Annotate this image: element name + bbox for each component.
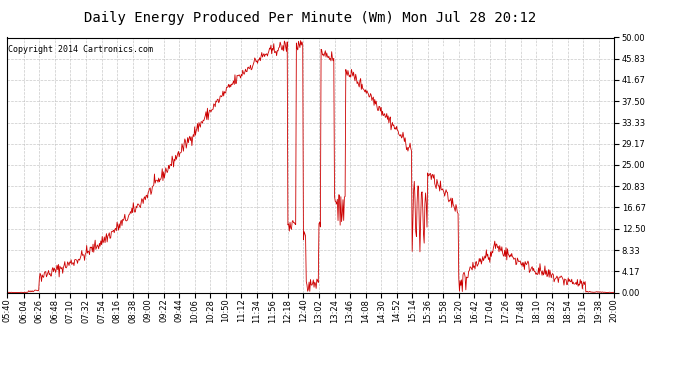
Text: Daily Energy Produced Per Minute (Wm) Mon Jul 28 20:12: Daily Energy Produced Per Minute (Wm) Mo… — [84, 11, 537, 25]
Text: Copyright 2014 Cartronics.com: Copyright 2014 Cartronics.com — [8, 45, 153, 54]
